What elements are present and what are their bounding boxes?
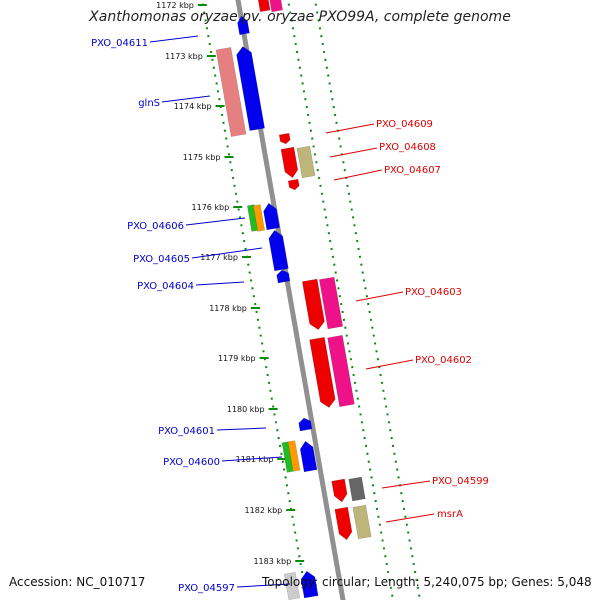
gene-top-magenta xyxy=(269,0,283,13)
gene-msrA-partner xyxy=(352,504,372,540)
gene-pxo04611 xyxy=(237,15,250,36)
gene-pxo04603-shape xyxy=(302,278,325,330)
forward-gene-label: PXO_04611 xyxy=(91,38,148,49)
scale-tick-label: 1172 kbp xyxy=(156,1,194,10)
gene-pxo04604 xyxy=(276,269,291,284)
gene-pxo04599 xyxy=(331,478,348,503)
forward-gene-label: PXO_04600 xyxy=(163,457,220,468)
forward-leader-line xyxy=(216,427,267,431)
gene-pxo04600 xyxy=(299,440,318,473)
forward-leader-line xyxy=(161,95,211,103)
gene-pxo04608-shape xyxy=(280,146,299,179)
forward-gene-label: PXO_04601 xyxy=(158,426,215,437)
gene-pxo04605 xyxy=(268,229,289,272)
gene-pxo04602 xyxy=(309,336,336,408)
gene-pxo04609 xyxy=(278,132,291,145)
gene-top-red xyxy=(257,0,271,13)
gene-pxo04602-partner xyxy=(327,334,355,408)
scale-tick-label: 1183 kbp xyxy=(253,557,291,566)
scale-tick-label: 1177 kbp xyxy=(200,253,238,262)
scale-tick-label: 1180 kbp xyxy=(227,405,265,414)
reverse-gene-label: PXO_04599 xyxy=(432,476,489,487)
scale-tick-label: 1173 kbp xyxy=(165,52,203,61)
forward-gene-label: PXO_04604 xyxy=(137,281,194,292)
gene-top-magenta-shape xyxy=(269,0,283,13)
gene-glnS-partner xyxy=(215,47,247,137)
topology-text: Topology: circular; Length: 5,240,075 bp… xyxy=(262,575,592,589)
forward-gene-label: PXO_04597 xyxy=(178,583,235,594)
forward-gene-label: PXO_04605 xyxy=(133,254,190,265)
gene-glnS-shape xyxy=(236,46,265,131)
gene-pxo04600-shape xyxy=(299,440,318,473)
reverse-gene-label: PXO_04609 xyxy=(376,119,433,130)
forward-leader-line xyxy=(191,247,263,259)
reverse-leader-line xyxy=(385,513,435,523)
scale-tick-label: 1176 kbp xyxy=(192,203,230,212)
genome-title: Xanthomonas oryzae pv. oryzae PXO99A, co… xyxy=(89,9,511,25)
gene-msrA-partner-shape xyxy=(352,504,372,540)
forward-leader-line xyxy=(149,35,199,43)
gene-pxo04599-partner xyxy=(348,476,366,502)
gene-pxo04608-partner xyxy=(296,145,316,179)
gene-pxo04611-shape xyxy=(237,15,250,36)
gene-glnS xyxy=(236,46,265,131)
gene-orange-1-shape xyxy=(253,204,265,232)
gene-msrA-shape xyxy=(334,506,353,541)
gene-pxo04602-partner-shape xyxy=(327,334,355,408)
reverse-gene-label: PXO_04602 xyxy=(415,355,472,366)
gene-pxo04599-partner-shape xyxy=(348,476,366,502)
gene-orange-2-shape xyxy=(287,440,301,472)
scale-tick-label: 1181 kbp xyxy=(236,455,274,464)
gene-pxo04604-shape xyxy=(276,269,291,284)
gene-gray-light xyxy=(284,571,300,601)
gene-pxo04601 xyxy=(298,417,313,432)
reverse-leader-line xyxy=(365,359,414,370)
gene-glnS-partner-shape xyxy=(215,47,247,137)
forward-leader-line xyxy=(185,217,246,226)
gene-pxo04606 xyxy=(263,202,280,231)
gene-pxo04603 xyxy=(302,278,325,330)
reverse-gene-label: PXO_04603 xyxy=(405,287,462,298)
gene-pxo04603-partner-shape xyxy=(319,276,343,330)
scale-tick-label: 1179 kbp xyxy=(218,354,256,363)
reverse-leader-line xyxy=(329,147,378,158)
gene-pxo04597 xyxy=(300,570,319,599)
gene-pxo04609-shape xyxy=(278,132,291,145)
forward-gene-label: PXO_04606 xyxy=(127,221,184,232)
gene-pxo04608-partner-shape xyxy=(296,145,316,179)
forward-leader-line xyxy=(236,583,291,588)
scale-tick-label: 1182 kbp xyxy=(245,506,283,515)
gene-pxo04607-shape xyxy=(287,178,300,191)
gene-pxo04601-shape xyxy=(298,417,313,432)
gene-pxo04607 xyxy=(287,178,300,191)
scale-tick-label: 1178 kbp xyxy=(209,304,247,313)
reverse-gene-label: msrA xyxy=(437,509,463,520)
gene-pxo04599-shape xyxy=(331,478,348,503)
gene-orange-2 xyxy=(287,440,301,472)
gene-gray-light-shape xyxy=(284,571,300,601)
forward-leader-line xyxy=(195,281,245,286)
reverse-leader-line xyxy=(381,480,431,489)
gene-pxo04603-partner xyxy=(319,276,343,330)
gene-pxo04602-shape xyxy=(309,336,336,408)
reverse-gene-label: PXO_04608 xyxy=(379,142,436,153)
scale-tick-label: 1174 kbp xyxy=(174,102,212,111)
gene-top-red-shape xyxy=(257,0,271,13)
scale-tick-label: 1175 kbp xyxy=(183,153,221,162)
forward-gene-label: glnS xyxy=(138,98,160,109)
gene-pxo04605-shape xyxy=(268,229,289,272)
gene-msrA xyxy=(334,506,353,541)
forward-leader-line xyxy=(221,456,283,462)
accession-text: Accession: NC_010717 xyxy=(9,575,146,589)
gene-orange-1 xyxy=(253,204,265,232)
reverse-gene-label: PXO_04607 xyxy=(384,165,441,176)
gene-pxo04608 xyxy=(280,146,299,179)
reverse-leader-line xyxy=(333,169,383,181)
reverse-leader-line xyxy=(355,291,404,302)
gene-pxo04597-shape xyxy=(300,570,319,599)
gene-pxo04606-shape xyxy=(263,202,280,231)
reverse-leader-line xyxy=(325,123,375,134)
